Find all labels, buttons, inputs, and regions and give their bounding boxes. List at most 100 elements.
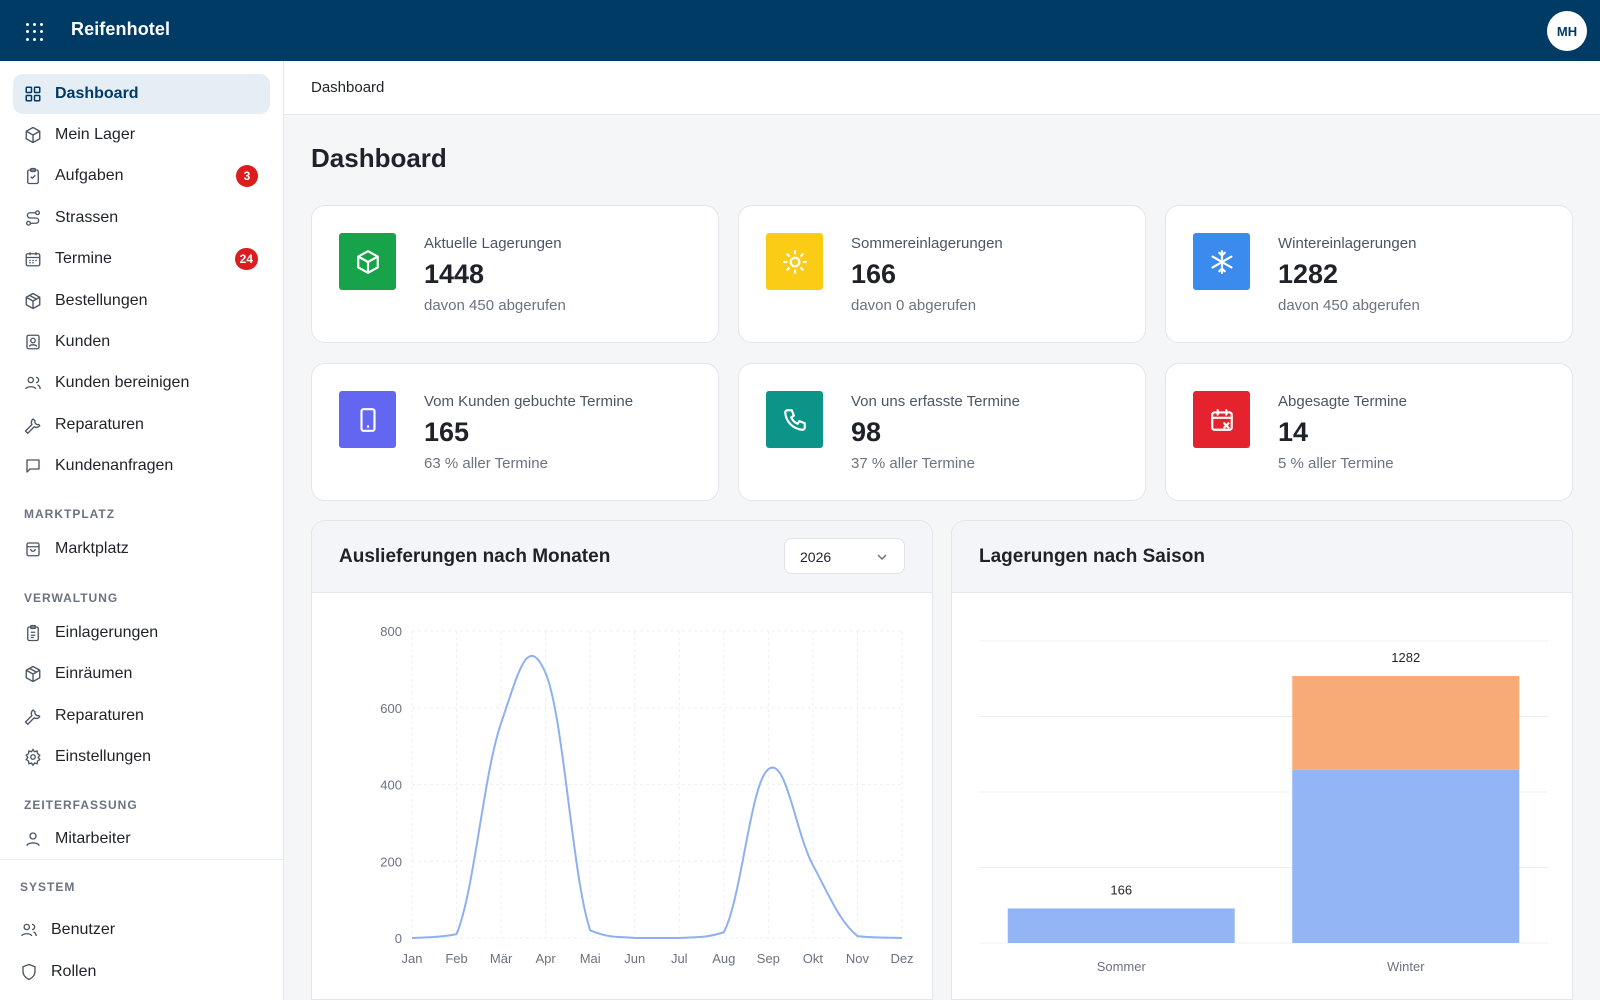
section-title-verwaltung: VERWALTUNG (24, 591, 119, 605)
stat-tile (1193, 233, 1250, 290)
sidebar-item-label: Bestellungen (55, 292, 148, 309)
contact-icon (24, 333, 42, 351)
x-tick-label: Dez (890, 951, 913, 966)
sidebar-item-marktplatz[interactable]: Marktplatz (13, 529, 270, 569)
sidebar-item-label: Marktplatz (55, 540, 129, 557)
clipboard-list-icon (24, 624, 42, 642)
sidebar-item-dashboard[interactable]: Dashboard (13, 74, 270, 114)
section-title-system: SYSTEM (20, 880, 76, 894)
calendar-x-icon (1210, 408, 1233, 431)
panel-title: Lagerungen nach Saison (979, 546, 1205, 567)
year-select[interactable]: 2026 (784, 538, 905, 574)
app-title: Reifenhotel (71, 19, 171, 39)
x-tick-label: Sommer (1097, 959, 1147, 974)
snowflake-icon (1210, 249, 1233, 274)
stat-card-abgesagte-termine: Abgesagte Termine 14 5 % aller Termine (1165, 363, 1573, 501)
cube-icon (356, 249, 379, 274)
aufgaben-count-badge: 3 (236, 165, 258, 187)
x-tick-label: Feb (445, 951, 467, 966)
deliveries-series-line (411, 655, 903, 939)
x-tick-label: Nov (846, 951, 870, 966)
stat-card-erfasste-termine: Von uns erfasste Termine 98 37 % aller T… (738, 363, 1146, 501)
sidebar-item-label: Mitarbeiter (55, 830, 131, 847)
sun-icon (782, 249, 807, 274)
sidebar-item-reparaturen-verwaltung[interactable]: Reparaturen (13, 696, 270, 736)
stat-tile (766, 233, 823, 290)
sidebar-item-strassen[interactable]: Strassen (13, 198, 270, 238)
sidebar-item-rollen[interactable]: Rollen (9, 952, 266, 992)
sidebar-item-label: Mein Lager (55, 126, 136, 143)
stat-tile (766, 391, 823, 448)
y-tick-label: 200 (380, 854, 402, 869)
stat-value: 14 (1278, 417, 1309, 447)
x-tick-label: Jan (402, 951, 423, 966)
cube-icon (24, 126, 42, 144)
sidebar-item-label: Dashboard (55, 85, 139, 102)
sidebar-item-mitarbeiter[interactable]: Mitarbeiter (13, 819, 270, 859)
sidebar-item-einstellungen[interactable]: Einstellungen (13, 737, 270, 777)
sidebar-item-label: Strassen (55, 209, 119, 226)
users-icon (24, 374, 42, 392)
sidebar-item-label: Einlagerungen (55, 624, 159, 641)
stat-subtext: davon 0 abgerufen (851, 297, 977, 314)
breadcrumb[interactable]: Dashboard (311, 79, 385, 96)
stat-subtext: 5 % aller Termine (1278, 455, 1394, 472)
stat-label: Wintereinlagerungen (1278, 235, 1417, 252)
deliveries-chart-panel: Auslieferungen nach Monaten 2026 0 200 400… (311, 520, 933, 1000)
sidebar-nav[interactable]: Dashboard Mein Lager Aufgaben 3 Strassen… (0, 61, 283, 859)
wrench-icon (24, 707, 42, 725)
bar-segment (1292, 769, 1520, 943)
sidebar-item-kunden[interactable]: Kunden (13, 322, 270, 362)
sidebar-item-einlagerungen[interactable]: Einlagerungen (13, 613, 270, 653)
x-tick-label: Mai (580, 951, 601, 966)
sidebar-item-mein-lager[interactable]: Mein Lager (13, 115, 270, 155)
breadcrumb-bar: Dashboard (284, 61, 1600, 115)
season-chart-panel: Lagerungen nach Saison 166 Sommer 1282 Wint… (951, 520, 1573, 1000)
sidebar-item-benutzer[interactable]: Benutzer (9, 910, 266, 950)
clipboard-icon (24, 167, 42, 185)
sidebar-item-reparaturen[interactable]: Reparaturen (13, 405, 270, 445)
grid-icon (24, 85, 42, 103)
section-title-zeiterfassung: ZEITERFASSUNG (24, 798, 138, 812)
message-icon (24, 457, 42, 475)
y-tick-label: 600 (380, 701, 402, 716)
sidebar-item-einraeumen[interactable]: Einräumen (13, 654, 270, 694)
x-tick-label: Winter (1387, 959, 1425, 974)
deliveries-line-chart: 0 200 400 600 800 Jan Feb Mär Apr Mai Jun Jul Aug Sep… (380, 624, 913, 966)
users-icon (20, 921, 38, 939)
y-tick-label: 800 (380, 624, 402, 639)
sidebar-item-aufgaben[interactable]: Aufgaben 3 (13, 156, 270, 196)
gear-icon (24, 748, 42, 766)
stat-label: Sommereinlagerungen (851, 235, 1003, 252)
sidebar-item-label: Kunden (55, 333, 111, 350)
sidebar-item-bestellungen[interactable]: Bestellungen (13, 281, 270, 321)
x-tick-label: Aug (712, 951, 735, 966)
y-tick-label: 0 (395, 931, 402, 946)
y-tick-label: 400 (380, 778, 402, 793)
sidebar-item-kunden-bereinigen[interactable]: Kunden bereinigen (13, 363, 270, 403)
stat-value: 98 (851, 417, 882, 447)
sidebar-item-label: Benutzer (51, 921, 116, 938)
stat-label: Aktuelle Lagerungen (424, 235, 562, 252)
x-tick-label: Jul (671, 951, 688, 966)
panel-header: Auslieferungen nach Monaten 2026 (312, 521, 932, 593)
panel-title: Auslieferungen nach Monaten (339, 546, 611, 567)
x-tick-label: Sep (757, 951, 780, 966)
stat-label: Vom Kunden gebuchte Termine (424, 393, 634, 410)
x-tick-label: Okt (803, 951, 824, 966)
stat-value: 1448 (424, 259, 485, 289)
x-tick-label: Jun (624, 951, 645, 966)
user-avatar[interactable]: MH (1547, 11, 1587, 51)
year-select-value: 2026 (800, 549, 832, 565)
package-icon (24, 665, 42, 683)
stat-tile (1193, 391, 1250, 448)
sidebar-system-section: SYSTEM Benutzer Rollen (0, 859, 283, 1000)
sidebar-item-termine[interactable]: Termine 24 (13, 239, 270, 279)
shield-icon (20, 963, 38, 981)
apps-grid-icon[interactable] (26, 23, 44, 41)
bar-total-label: 1282 (1391, 650, 1420, 665)
stat-subtext: 63 % aller Termine (424, 455, 548, 472)
top-bar: Reifenhotel MH (0, 0, 1600, 61)
sidebar-item-kundenanfragen[interactable]: Kundenanfragen (13, 446, 270, 486)
stat-card-kunden-termine: Vom Kunden gebuchte Termine 165 63 % all… (311, 363, 719, 501)
